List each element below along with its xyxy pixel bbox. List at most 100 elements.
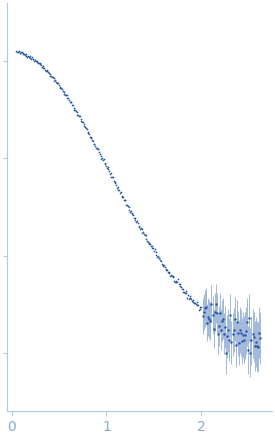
Point [231, 326, 236, 333]
Point [204, 303, 208, 310]
Point [187, 295, 192, 302]
Point [248, 349, 253, 356]
Point [34, 57, 38, 64]
Point [148, 241, 152, 248]
Point [43, 67, 47, 74]
Point [161, 262, 166, 269]
Point [33, 57, 37, 64]
Point [207, 316, 211, 323]
Point [125, 202, 130, 209]
Point [55, 79, 60, 86]
Point [130, 209, 134, 216]
Point [175, 279, 179, 286]
Point [142, 231, 146, 238]
Point [167, 270, 172, 277]
Point [103, 160, 108, 167]
Point [109, 174, 114, 181]
Point [46, 69, 50, 76]
Point [158, 256, 163, 263]
Point [109, 170, 113, 177]
Point [165, 266, 169, 273]
Point [115, 184, 119, 191]
Point [213, 309, 217, 316]
Point [202, 309, 206, 316]
Point [157, 255, 162, 262]
Point [128, 208, 132, 215]
Point [21, 50, 26, 57]
Point [245, 319, 249, 326]
Point [258, 334, 262, 341]
Point [127, 207, 131, 214]
Point [105, 165, 109, 172]
Point [17, 49, 22, 56]
Point [98, 152, 103, 159]
Point [190, 298, 194, 305]
Point [182, 288, 186, 295]
Point [88, 133, 92, 140]
Point [37, 60, 41, 67]
Point [118, 189, 122, 196]
Point [96, 146, 101, 153]
Point [239, 329, 243, 336]
Point [209, 300, 214, 307]
Point [176, 275, 180, 282]
Point [184, 287, 189, 294]
Point [98, 150, 102, 157]
Point [32, 57, 36, 64]
Point [168, 272, 172, 279]
Point [255, 343, 260, 350]
Point [133, 216, 138, 223]
Point [226, 327, 230, 334]
Point [194, 302, 199, 309]
Point [130, 211, 134, 218]
Point [139, 225, 143, 232]
Point [92, 140, 96, 147]
Point [211, 325, 216, 332]
Point [230, 331, 235, 338]
Point [73, 106, 77, 113]
Point [155, 253, 159, 260]
Point [52, 77, 56, 84]
Point [87, 131, 91, 138]
Point [29, 55, 33, 62]
Point [257, 329, 261, 336]
Point [142, 232, 147, 239]
Point [132, 215, 136, 222]
Point [79, 118, 84, 125]
Point [124, 201, 128, 208]
Point [191, 297, 196, 304]
Point [54, 79, 59, 86]
Point [172, 278, 176, 285]
Point [36, 59, 40, 66]
Point [197, 303, 202, 310]
Point [89, 133, 93, 140]
Point [81, 119, 85, 126]
Point [199, 304, 204, 311]
Point [20, 49, 24, 56]
Point [201, 312, 205, 319]
Point [218, 309, 222, 316]
Point [27, 53, 32, 60]
Point [137, 222, 142, 229]
Point [37, 61, 42, 68]
Point [177, 281, 181, 288]
Point [27, 53, 31, 60]
Point [82, 123, 87, 130]
Point [170, 272, 174, 279]
Point [160, 260, 164, 267]
Point [95, 145, 99, 152]
Point [135, 217, 139, 224]
Point [195, 298, 199, 305]
Point [113, 180, 118, 187]
Point [78, 116, 83, 123]
Point [241, 332, 245, 339]
Point [100, 155, 104, 162]
Point [244, 327, 248, 334]
Point [162, 261, 166, 268]
Point [83, 123, 87, 130]
Point [243, 332, 248, 339]
Point [107, 167, 111, 174]
Point [126, 203, 131, 210]
Point [95, 146, 100, 153]
Point [123, 197, 128, 204]
